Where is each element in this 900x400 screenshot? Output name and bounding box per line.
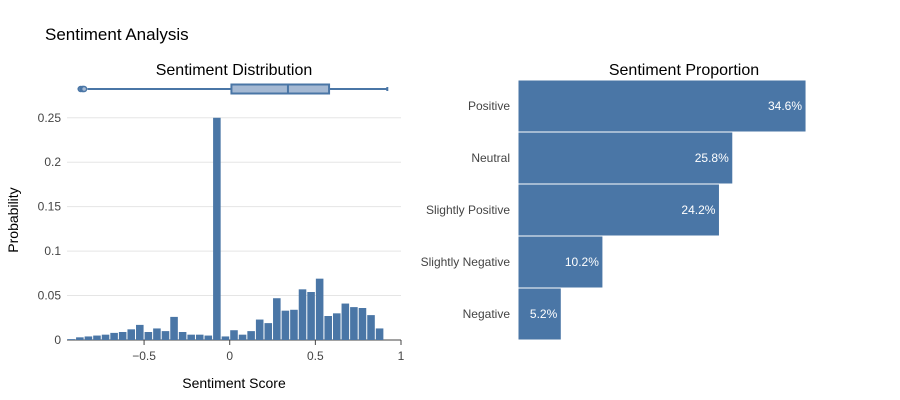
histogram-bar (195, 334, 204, 340)
histogram-bar (187, 334, 195, 340)
bar-value-label: 25.8% (695, 151, 729, 165)
histogram-bar (136, 324, 144, 340)
histogram-x-axis-label: Sentiment Score (182, 375, 286, 391)
x-tick-label: 0 (226, 349, 233, 363)
bar-value-label: 5.2% (530, 307, 558, 321)
histogram-gridlines (67, 117, 401, 341)
y-tick-label: 0.1 (44, 244, 61, 258)
proportion-bar (517, 79, 807, 133)
histogram-bar (367, 315, 375, 340)
box-outlier (80, 85, 88, 93)
histogram-bar (341, 303, 350, 340)
histogram-bar (127, 329, 136, 340)
histogram-bar (230, 330, 238, 340)
sentiment-distribution-panel: Sentiment Distribution 0 0.05 0.1 0.15 0.2 0.… (5, 62, 405, 391)
histogram-bar (204, 335, 213, 340)
y-tick-label: 0 (54, 333, 61, 347)
histogram-bar (375, 328, 384, 340)
histogram-bar (332, 313, 341, 340)
histogram-bar (84, 336, 93, 340)
histogram-bar (315, 278, 324, 340)
histogram-bar (273, 298, 281, 340)
histogram-y-tick-labels: 0 0.05 0.1 0.15 0.2 0.25 (38, 111, 62, 347)
histogram-bar (67, 339, 76, 340)
proportion-category-labels: Positive Neutral Slightly Positive Slightly… (421, 99, 511, 321)
histogram-bar (350, 307, 358, 340)
bar-value-label: 10.2% (565, 255, 599, 269)
x-tick-label: −0.5 (132, 349, 156, 363)
histogram-bar (290, 309, 298, 340)
y-tick-label: 0.2 (44, 155, 61, 169)
category-label: Positive (468, 99, 510, 113)
histogram-bar (238, 334, 247, 340)
category-label: Negative (463, 307, 511, 321)
histogram-bars (67, 117, 384, 341)
histogram-bar (101, 334, 110, 340)
histogram-bar (118, 332, 127, 340)
histogram-bar (93, 335, 101, 340)
histogram-bar (281, 310, 290, 340)
histogram-bar (255, 319, 264, 340)
category-label: Slightly Positive (426, 203, 510, 217)
histogram-y-axis-label: Probability (5, 187, 21, 252)
proportion-bar (517, 183, 720, 237)
proportion-bar (517, 287, 562, 341)
histogram-bar (178, 332, 187, 340)
y-tick-label: 0.15 (38, 200, 62, 214)
bar-value-label: 24.2% (681, 203, 715, 217)
histogram-bar (307, 292, 315, 340)
histogram-bar (221, 336, 230, 340)
proportion-bar (517, 131, 734, 185)
histogram-bar (161, 331, 170, 340)
histogram-bar (76, 337, 84, 340)
category-label: Slightly Negative (421, 255, 511, 269)
proportion-chart-title: Sentiment Proportion (609, 62, 759, 79)
histogram-bar (144, 332, 153, 340)
box-iqr (230, 83, 331, 95)
histogram-title: Sentiment Distribution (156, 62, 313, 79)
histogram-bar (358, 308, 367, 340)
histogram-bar (298, 289, 307, 340)
histogram-bar (110, 332, 118, 340)
y-tick-label: 0.25 (38, 111, 62, 125)
x-tick-label: 0.5 (307, 349, 324, 363)
histogram-bar (264, 323, 273, 340)
sentiment-proportion-panel: Sentiment Proportion Positive Neutral Slig… (421, 62, 807, 341)
bar-value-label: 34.6% (768, 99, 802, 113)
histogram-bar (170, 316, 178, 340)
y-tick-label: 0.05 (38, 289, 62, 303)
proportion-bars (517, 79, 807, 341)
histogram-bar (247, 331, 255, 340)
histogram-bar (324, 316, 332, 340)
page-title: Sentiment Analysis (45, 25, 189, 44)
histogram-x-tick-labels: −0.5 0 0.5 1 (132, 340, 405, 363)
proportion-value-labels: 34.6% 25.8% 24.2% 10.2% 5.2% (530, 99, 802, 321)
boxplot (77, 83, 389, 95)
proportion-bar (517, 235, 604, 289)
histogram-bar (153, 328, 161, 340)
histogram-bar (213, 117, 221, 341)
category-label: Neutral (471, 151, 510, 165)
x-tick-label: 1 (398, 349, 405, 363)
